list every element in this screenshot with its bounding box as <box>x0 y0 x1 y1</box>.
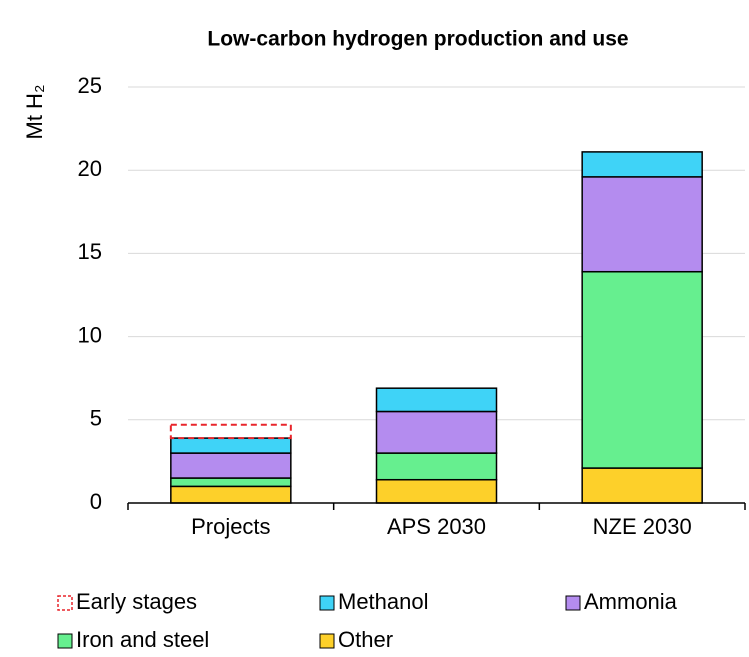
bar-segment <box>170 477 292 488</box>
x-tick-label: NZE 2030 <box>593 514 692 539</box>
legend-label: Iron and steel <box>76 627 209 652</box>
bar-segment <box>170 485 292 504</box>
y-tick-label: 20 <box>78 156 102 181</box>
legend-label: Ammonia <box>584 589 678 614</box>
bar-segment <box>581 151 703 178</box>
legend-label: Methanol <box>338 589 429 614</box>
bar-segment <box>581 176 703 273</box>
y-tick-label: 15 <box>78 239 102 264</box>
legend-label: Other <box>338 627 393 652</box>
bar-segment <box>581 270 703 469</box>
bar-segment <box>170 437 292 454</box>
y-tick-label: 5 <box>90 406 102 431</box>
legend-swatch <box>565 595 581 611</box>
legend-swatch <box>319 595 335 611</box>
y-axis-label: Mt H₂ <box>22 85 47 140</box>
legend-swatch <box>57 633 73 649</box>
bar-segment <box>375 478 498 504</box>
y-tick-label: 25 <box>78 73 102 98</box>
legend-label: Early stages <box>76 589 197 614</box>
bar-segment <box>169 423 292 440</box>
bar-segment <box>375 410 498 454</box>
legend-swatch <box>319 633 335 649</box>
y-tick-label: 0 <box>90 489 102 514</box>
bar-segment <box>375 387 498 413</box>
y-tick-label: 10 <box>78 322 102 347</box>
bar-segment <box>170 452 292 479</box>
x-tick-label: APS 2030 <box>387 514 486 539</box>
bar-segment <box>581 467 703 504</box>
x-tick-label: Projects <box>191 514 270 539</box>
legend-swatch <box>57 595 73 611</box>
bar-segment <box>375 452 498 481</box>
chart-title: Low-carbon hydrogen production and use <box>207 28 628 51</box>
